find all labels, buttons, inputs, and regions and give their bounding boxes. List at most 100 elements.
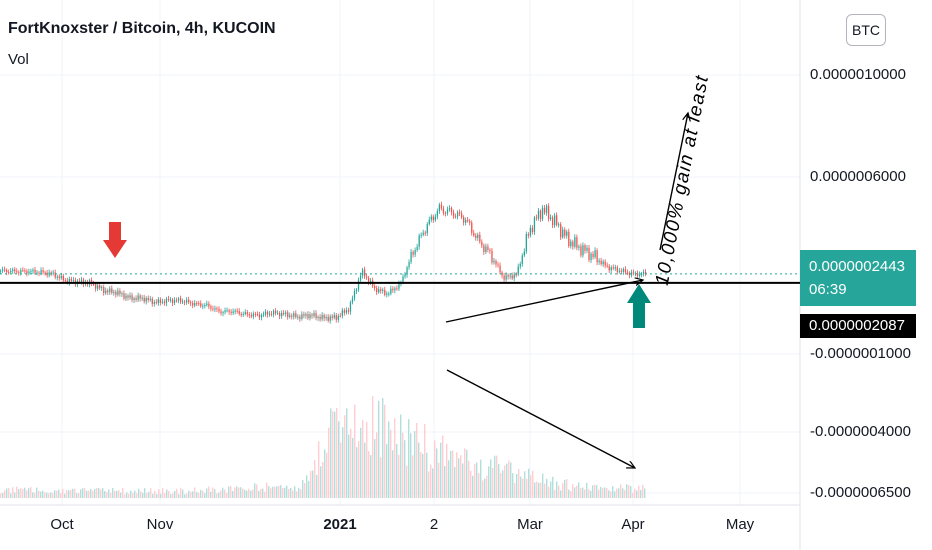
candle-body: [24, 270, 26, 272]
currency-button[interactable]: BTC: [846, 14, 886, 46]
volume-bar: [288, 489, 290, 498]
candle-body: [167, 298, 170, 301]
volume-bar: [44, 492, 46, 498]
candle-body: [509, 275, 511, 277]
volume-bar: [32, 492, 34, 498]
volume-bar: [190, 491, 192, 498]
volume-bar: [430, 464, 432, 498]
candle-body: [283, 313, 285, 315]
volume-bar: [582, 487, 584, 498]
candle-body: [331, 316, 333, 318]
candle-body: [62, 275, 64, 281]
volume-bar: [400, 414, 402, 498]
candle-body: [339, 315, 341, 317]
volume-bar: [452, 450, 454, 498]
volume-bar: [126, 492, 128, 498]
volume-bar: [432, 468, 434, 498]
candle-body: [487, 246, 489, 250]
candle-body: [8, 272, 10, 274]
candle-body: [367, 277, 370, 283]
candle-body: [127, 295, 129, 298]
candle-body: [317, 316, 319, 319]
candle-body: [244, 312, 246, 314]
candle-body: [584, 245, 586, 251]
volume-bar: [18, 488, 20, 498]
volume-bar: [308, 480, 310, 498]
candle-body: [442, 208, 445, 213]
volume-bar: [464, 448, 466, 498]
candle-body: [248, 314, 250, 316]
volume-bar: [98, 487, 100, 498]
volume-bar: [164, 493, 166, 498]
candle-body: [412, 251, 414, 255]
candle-body: [181, 301, 184, 303]
volume-indicator-label[interactable]: Vol: [8, 51, 29, 68]
candle-body: [347, 310, 350, 312]
volume-bar: [598, 489, 600, 498]
volume-bar: [518, 469, 520, 498]
volume-bar: [334, 411, 336, 498]
volume-bar: [612, 486, 614, 498]
volume-bar: [90, 488, 92, 498]
volume-bar: [76, 493, 78, 498]
volume-bar: [102, 488, 104, 498]
volume-bar: [636, 490, 638, 498]
candle-body: [26, 270, 28, 274]
volume-bar: [514, 482, 516, 498]
volume-bar: [298, 487, 300, 498]
candle-body: [570, 241, 572, 247]
candle-body: [188, 299, 190, 303]
candle-body: [10, 270, 12, 273]
candle-body: [145, 298, 147, 302]
volume-bar: [574, 487, 576, 498]
volume-bar: [620, 484, 622, 498]
volume-bar: [360, 427, 362, 498]
volume-bar: [52, 493, 54, 498]
volume-bar: [66, 490, 68, 498]
candle-body: [554, 215, 556, 226]
down-arrow-icon: [103, 222, 127, 258]
candle-body: [14, 269, 16, 272]
volume-bar: [444, 466, 446, 498]
candle-body: [493, 260, 495, 263]
volume-bar: [128, 493, 130, 498]
candle-body: [66, 280, 69, 283]
volume-bar: [252, 489, 254, 498]
candle-body: [196, 303, 198, 305]
volume-bar: [520, 476, 522, 498]
candle-body: [293, 313, 295, 317]
volume-bar: [562, 483, 564, 498]
volume-bar: [488, 466, 490, 498]
candle-body: [422, 232, 424, 235]
volume-bar: [366, 422, 368, 498]
candle-body: [446, 209, 449, 214]
volume-bar: [264, 491, 266, 498]
candle-body: [163, 301, 166, 304]
candle-body: [527, 234, 530, 236]
volume-bar: [440, 442, 442, 498]
candle-body: [165, 298, 168, 304]
candle-body: [511, 275, 513, 279]
candle-body: [612, 267, 614, 269]
candle-body: [566, 231, 568, 236]
volume-bar: [310, 470, 312, 498]
volume-bar: [38, 490, 40, 498]
volume-bar: [388, 421, 390, 498]
volume-bar: [202, 490, 204, 498]
volume-bar: [246, 490, 248, 498]
candle-body: [388, 293, 390, 295]
volume-bar: [72, 488, 74, 498]
volume-bar: [372, 396, 374, 498]
last-price-value: 0.0000002443: [809, 258, 905, 275]
time-axis-label: Apr: [621, 516, 645, 533]
candle-body: [173, 300, 176, 303]
volume-bar: [184, 494, 186, 498]
bar-countdown: 06:39: [809, 281, 847, 298]
volume-bar: [350, 428, 352, 498]
volume-bar: [530, 475, 532, 498]
candle-body: [497, 264, 499, 266]
candle-body: [378, 289, 380, 293]
candle-body: [505, 275, 507, 280]
volume-bar: [328, 427, 330, 498]
